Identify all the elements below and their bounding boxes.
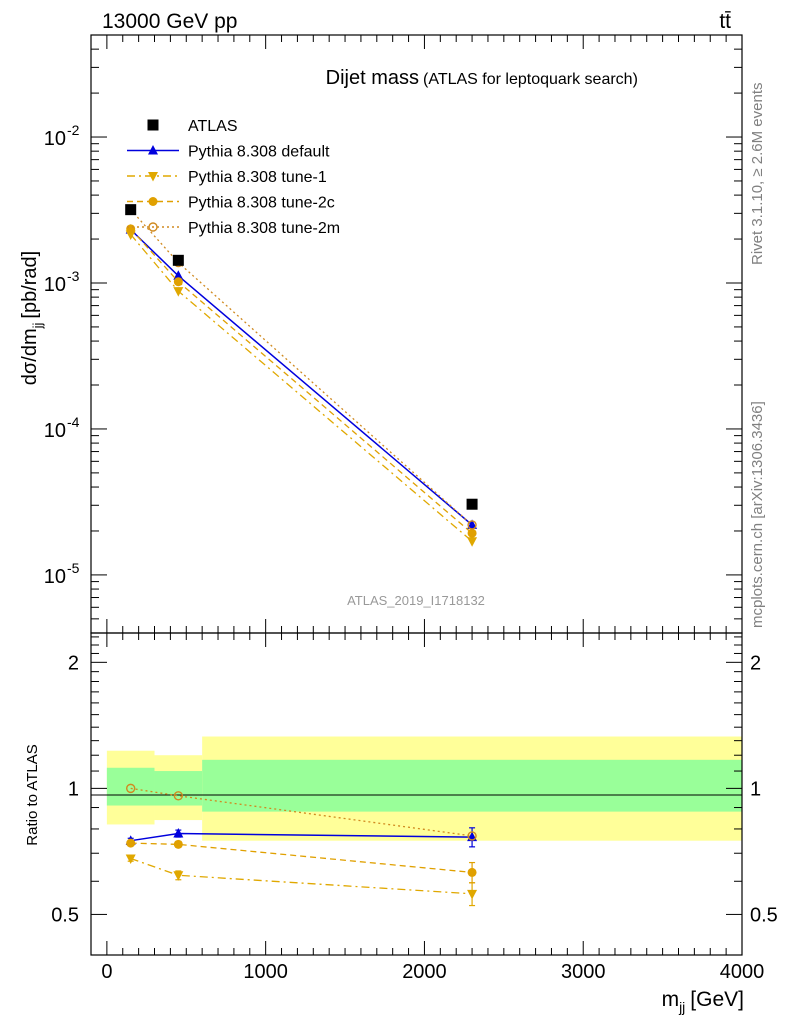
ratio-y-label: Ratio to ATLAS xyxy=(24,744,41,845)
uncertainty-band-stat xyxy=(106,767,155,806)
series-line-pythia-8-308-default xyxy=(130,229,473,526)
ratio-y-tick-label-right: 0.5 xyxy=(750,904,778,926)
ratio-y-ticks: 0.5 0.5 1 1 2 2 xyxy=(51,636,778,956)
ratio-point-pythia-8-308-default xyxy=(173,828,184,838)
energy-label: 13000 GeV pp xyxy=(102,10,237,33)
ratio-point-pythia-8-308-tune-1 xyxy=(467,889,478,900)
x-tick-label: 2000 xyxy=(402,961,447,983)
legend-label-atlas: ATLAS xyxy=(188,118,238,135)
y-label-main: dσ/dm xyxy=(19,328,41,385)
x-tick-label: 1000 xyxy=(243,961,288,983)
ratio-line-pythia-8-308-tune-2m xyxy=(130,787,473,837)
data-point-atlas xyxy=(172,254,184,266)
x-tick-label: 0 xyxy=(101,961,112,983)
legend-marker-pythia-8-308-tune-2m xyxy=(148,222,158,232)
ratio-y-tick-label-right: 2 xyxy=(750,652,761,674)
ratio-point-pythia-8-308-tune-2c xyxy=(173,839,183,849)
main-x-ticks xyxy=(90,35,743,633)
ratio-point-pythia-8-308-tune-2m xyxy=(173,791,184,801)
x-axis-label: mjj [GeV] xyxy=(662,988,744,1015)
ratio-y-tick-label-left: 2 xyxy=(68,652,79,674)
main-y-axis-label: dσ/dmjj [pb/rad] xyxy=(19,251,45,385)
data-point-pythia-8-308-default xyxy=(173,270,184,280)
y-label-sub: jj xyxy=(30,323,45,330)
x-label-sub: jj xyxy=(678,999,685,1015)
y-tick-exponent: -2 xyxy=(67,122,80,138)
legend-marker-pythia-8-308-default xyxy=(148,145,158,155)
data-point-pythia-8-308-tune-2m xyxy=(467,520,477,530)
y-tick-label: 10 xyxy=(44,128,66,150)
uncertainty-band-stat xyxy=(202,759,742,812)
legend-label-pythia-8-308-tune-2c: Pythia 8.308 tune-2c xyxy=(188,195,335,212)
data-point-pythia-8-308-tune-1 xyxy=(125,230,136,240)
data-point-pythia-8-308-tune-1 xyxy=(173,287,184,297)
ratio-point-pythia-8-308-tune-1 xyxy=(125,854,136,865)
legend-marker-atlas xyxy=(147,119,159,131)
data-point-atlas xyxy=(466,498,478,510)
x-tick-label: 4000 xyxy=(720,961,765,983)
process-label: tt̄ xyxy=(719,10,731,33)
data-point-pythia-8-308-tune-2c xyxy=(173,277,183,287)
ratio-point-pythia-8-308-tune-2c xyxy=(126,838,136,848)
y-tick-exponent: -5 xyxy=(67,560,80,576)
x-tick-label: 3000 xyxy=(561,961,606,983)
y-tick-label: 10 xyxy=(44,420,66,442)
ratio-series-layer xyxy=(125,783,478,907)
analysis-watermark: ATLAS_2019_I1718132 xyxy=(347,593,485,608)
ratio-point-pythia-8-308-tune-2m xyxy=(125,783,136,794)
ratio-y-tick-label-left: 0.5 xyxy=(51,904,79,926)
ratio-x-ticks: 0 1000 2000 3000 4000 xyxy=(90,633,765,983)
ratio-line-pythia-8-308-tune-2c xyxy=(130,842,473,874)
legend-label-pythia-8-308-default: Pythia 8.308 default xyxy=(188,144,330,161)
main-series-layer xyxy=(125,204,478,547)
x-label-main: m xyxy=(662,988,680,1011)
data-point-pythia-8-308-tune-2c xyxy=(126,224,136,234)
legend-marker-pythia-8-308-tune-1 xyxy=(148,172,158,182)
ratio-y-tick-label-left: 1 xyxy=(68,778,79,800)
ratio-point-pythia-8-308-tune-2m xyxy=(467,831,477,841)
rivet-label: Rivet 3.1.10, ≥ 2.6M events xyxy=(749,83,766,266)
svg-text:dσ/dmjj[pb/rad]: dσ/dmjj [pb/rad] xyxy=(19,251,45,385)
y-tick-exponent: -3 xyxy=(67,268,80,284)
legend-marker-pythia-8-308-tune-2c xyxy=(148,197,158,206)
main-panel: 10-510-410-310-2 Dijet mass (ATLAS for l… xyxy=(19,34,743,634)
data-point-pythia-8-308-tune-2c xyxy=(467,528,477,538)
data-point-pythia-8-308-tune-1 xyxy=(467,537,478,547)
ratio-line-pythia-8-308-tune-1 xyxy=(130,857,473,895)
legend-label-pythia-8-308-tune-2m: Pythia 8.308 tune-2m xyxy=(188,220,340,237)
chart-subtitle: (ATLAS for leptoquark search) xyxy=(423,71,638,88)
ratio-frame xyxy=(90,632,743,956)
ratio-point-pythia-8-308-tune-2c xyxy=(467,867,477,877)
y-label-unit: [pb/rad] xyxy=(19,251,41,319)
ratio-bands xyxy=(106,736,742,841)
legend-label-pythia-8-308-tune-1: Pythia 8.308 tune-1 xyxy=(188,169,327,186)
y-tick-label: 10 xyxy=(44,274,66,296)
mcplots-label: mcplots.cern.ch [arXiv:1306.3436] xyxy=(749,401,766,628)
x-label-unit: [GeV] xyxy=(690,988,744,1011)
data-point-atlas xyxy=(125,204,137,216)
ratio-y-tick-label-right: 1 xyxy=(750,778,761,800)
data-point-pythia-8-308-default xyxy=(467,519,478,529)
y-tick-exponent: -4 xyxy=(67,414,80,430)
y-tick-label: 10 xyxy=(44,566,66,588)
legend: ATLAS Pythia 8.308 default Pythia 8.308 tu… xyxy=(127,118,340,237)
ratio-point-pythia-8-308-tune-1 xyxy=(173,871,184,881)
ratio-panel: 0.5 0.5 1 1 2 2 0 1000 2000 3000 4000 Ratio to AT… xyxy=(24,632,778,1015)
chart-title: Dijet mass xyxy=(326,67,419,89)
